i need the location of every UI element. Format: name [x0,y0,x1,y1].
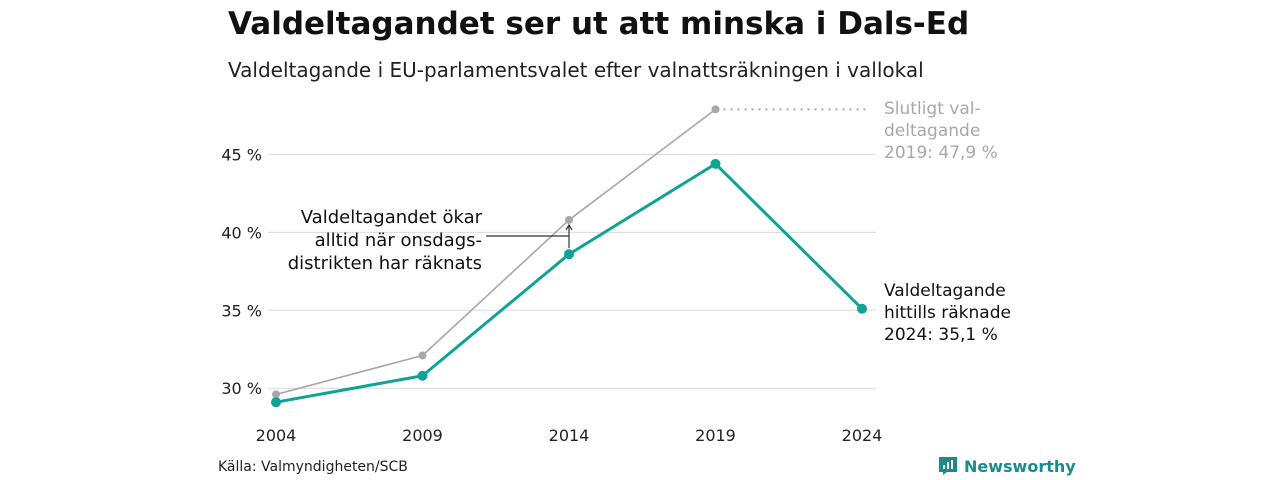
series-line-preliminary [275,162,864,404]
x-tick-label: 2014 [549,426,590,445]
x-tick-label: 2019 [695,426,736,445]
increase-annotation: alltid när onsdags- [315,230,482,251]
data-point-final [565,215,573,224]
data-point-preliminary [710,158,721,169]
data-point-final [711,105,720,114]
final-turnout-label: deltagande [884,121,980,141]
brand-name: Newsworthy [964,456,1076,476]
data-point-preliminary [857,303,867,314]
newsworthy-icon [939,457,957,475]
y-tick-label: 45 % [221,146,262,165]
y-tick-label: 35 % [221,301,262,320]
data-point-final [272,390,280,399]
data-point-preliminary [564,249,574,260]
preliminary-turnout-label: 2024: 35,1 % [884,325,998,345]
final-turnout-label: Slutligt val- [884,99,981,119]
y-tick-label: 30 % [221,379,262,398]
newsworthy-logo: Newsworthy [938,456,1076,476]
data-point-final [418,351,427,360]
series-line-final [275,108,716,396]
x-tick-label: 2024 [842,426,883,445]
preliminary-turnout-label: hittills räknade [884,303,1011,323]
increase-annotation: Valdeltagandet ökar [301,207,483,228]
x-tick-label: 2004 [256,426,297,445]
increase-annotation: distrikten har räknats [288,253,482,274]
preliminary-turnout-label: Valdeltagande [884,281,1006,301]
source-note: Källa: Valmyndigheten/SCB [218,459,408,475]
difference-marker-arrow [565,223,573,231]
data-point-preliminary [417,370,428,381]
chart-subtitle: Valdeltagande i EU-parlamentsvalet efter… [228,58,924,82]
x-tick-label: 2009 [402,426,443,445]
final-turnout-label: 2019: 47,9 % [884,143,998,163]
y-tick-label: 40 % [221,223,262,242]
data-point-preliminary [271,397,281,408]
chart-title: Valdeltagandet ser ut att minska i Dals-… [228,6,970,42]
